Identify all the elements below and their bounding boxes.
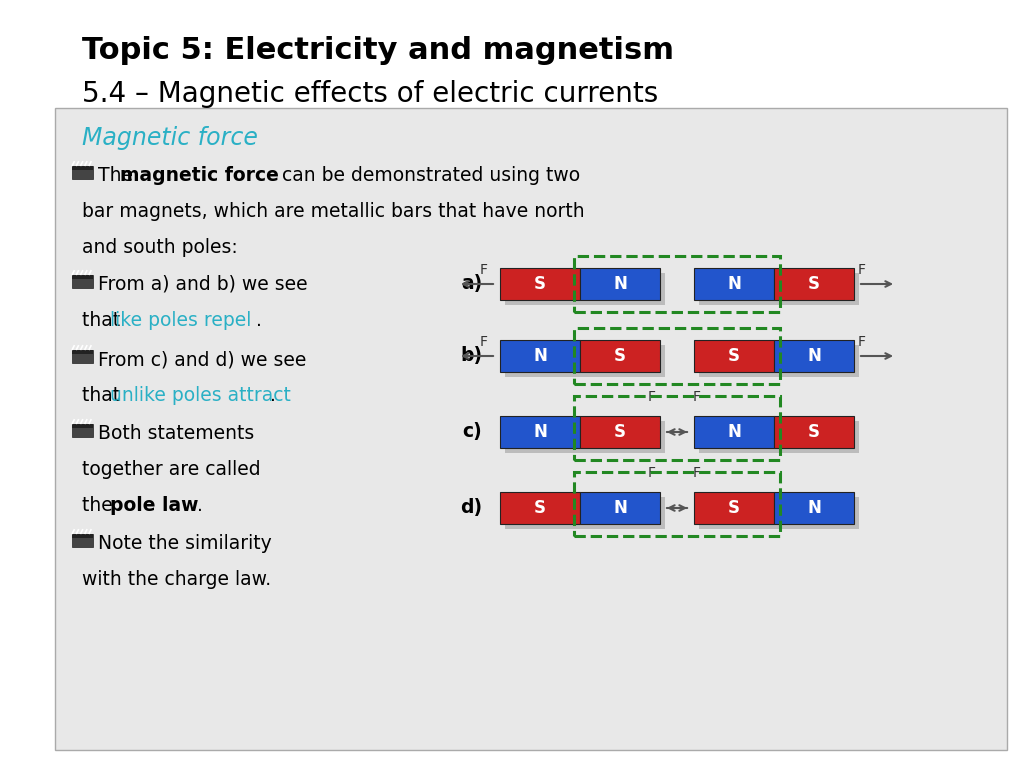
Bar (505, 497, 665, 529)
Bar (694, 416, 774, 448)
Text: S: S (728, 499, 740, 517)
Text: N: N (727, 423, 741, 441)
Text: and south poles:: and south poles: (82, 238, 238, 257)
Bar (699, 497, 859, 529)
Bar (500, 340, 580, 372)
Bar (500, 492, 580, 524)
Text: N: N (534, 423, 547, 441)
Text: magnetic force: magnetic force (120, 166, 279, 185)
Bar (694, 340, 774, 372)
Text: c): c) (462, 422, 482, 442)
Text: Topic 5: Electricity and magnetism: Topic 5: Electricity and magnetism (82, 36, 674, 65)
Text: b): b) (460, 346, 482, 366)
Bar (694, 268, 774, 300)
Text: F: F (858, 263, 866, 277)
Bar (699, 345, 859, 377)
FancyBboxPatch shape (72, 424, 93, 428)
Text: N: N (807, 499, 821, 517)
Text: a): a) (461, 274, 482, 293)
Text: d): d) (460, 498, 482, 518)
Text: From a) and b) we see: From a) and b) we see (98, 275, 307, 294)
Bar (505, 421, 665, 453)
Text: F: F (858, 335, 866, 349)
Text: F: F (693, 466, 701, 480)
Bar (694, 492, 774, 524)
Text: .: . (256, 311, 262, 330)
FancyBboxPatch shape (72, 424, 93, 436)
Text: bar magnets, which are metallic bars that have north: bar magnets, which are metallic bars tha… (82, 202, 585, 221)
Bar (505, 345, 665, 377)
Bar (574, 396, 780, 460)
Text: that: that (82, 311, 126, 330)
Text: S: S (534, 275, 546, 293)
Text: F: F (648, 466, 656, 480)
Text: The: The (98, 166, 139, 185)
FancyBboxPatch shape (72, 275, 93, 279)
Bar (580, 416, 660, 448)
Text: Magnetic force: Magnetic force (82, 126, 258, 150)
FancyBboxPatch shape (55, 108, 1007, 750)
Bar (774, 268, 854, 300)
FancyBboxPatch shape (72, 534, 93, 538)
Text: S: S (808, 275, 820, 293)
Text: like poles repel: like poles repel (110, 311, 251, 330)
Bar (774, 340, 854, 372)
Text: the: the (82, 496, 119, 515)
Bar (574, 328, 780, 384)
Bar (505, 273, 665, 305)
FancyBboxPatch shape (72, 166, 93, 170)
Text: F: F (648, 390, 656, 404)
Text: with the charge law.: with the charge law. (82, 570, 271, 589)
Bar (699, 421, 859, 453)
Text: unlike poles attract: unlike poles attract (110, 386, 291, 405)
Bar (580, 268, 660, 300)
Text: S: S (534, 499, 546, 517)
Text: 5.4 – Magnetic effects of electric currents: 5.4 – Magnetic effects of electric curre… (82, 80, 658, 108)
FancyBboxPatch shape (72, 350, 93, 353)
Text: S: S (614, 347, 626, 365)
Bar (774, 416, 854, 448)
Text: From c) and d) we see: From c) and d) we see (98, 350, 306, 369)
Bar (500, 268, 580, 300)
Text: that: that (82, 386, 126, 405)
Bar (580, 492, 660, 524)
FancyBboxPatch shape (72, 534, 93, 547)
Text: N: N (613, 275, 627, 293)
FancyBboxPatch shape (72, 350, 93, 362)
Bar (774, 492, 854, 524)
Text: N: N (534, 347, 547, 365)
Bar (580, 340, 660, 372)
Text: N: N (613, 499, 627, 517)
Text: .: . (270, 386, 275, 405)
Text: S: S (728, 347, 740, 365)
Text: Both statements: Both statements (98, 424, 254, 443)
Text: N: N (727, 275, 741, 293)
Text: can be demonstrated using two: can be demonstrated using two (276, 166, 581, 185)
Text: S: S (808, 423, 820, 441)
Text: F: F (480, 335, 488, 349)
FancyBboxPatch shape (72, 275, 93, 287)
Text: N: N (807, 347, 821, 365)
Text: Note the similarity: Note the similarity (98, 534, 271, 553)
Text: together are called: together are called (82, 460, 261, 479)
FancyBboxPatch shape (72, 166, 93, 179)
Text: F: F (693, 390, 701, 404)
Text: pole law: pole law (110, 496, 199, 515)
Text: .: . (197, 496, 203, 515)
Text: S: S (614, 423, 626, 441)
Bar (574, 472, 780, 536)
Bar (699, 273, 859, 305)
Text: F: F (480, 263, 488, 277)
Bar (500, 416, 580, 448)
Bar (574, 256, 780, 312)
